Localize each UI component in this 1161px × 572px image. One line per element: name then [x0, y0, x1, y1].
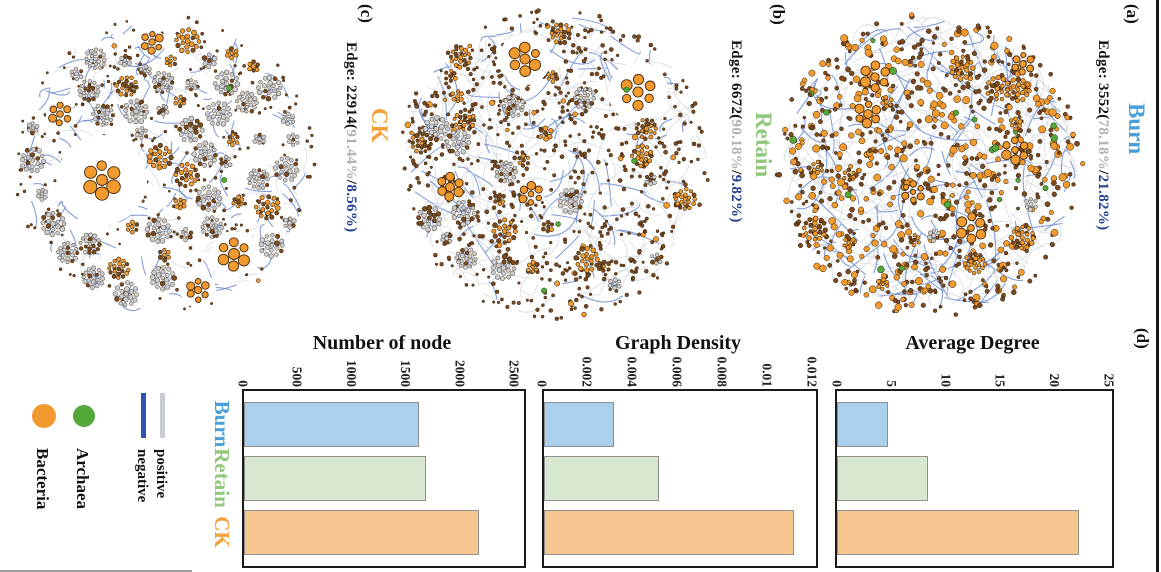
pct-separator: / — [343, 179, 359, 185]
edge-prefix: Edge: 6672( — [728, 40, 744, 120]
positive-pct: 91.44% — [343, 129, 359, 180]
panel-label-c: (c) — [357, 4, 376, 23]
axis-tick-label: 0 — [534, 380, 550, 387]
axis-tick-label: 0 — [829, 380, 845, 387]
negative-pct: 21.82%) — [1095, 174, 1111, 231]
axis-tick-label: 0.01 — [759, 363, 775, 387]
axis-tick-label: 25 — [1101, 373, 1117, 388]
legend-label-bacteria: Bacteria — [33, 448, 52, 510]
panel-title-ck: CK — [367, 108, 392, 143]
pct-separator: / — [1095, 170, 1111, 175]
edge-stats-c: Edge: 22914(91.44%/8.56%) — [343, 42, 359, 233]
panel-label-b: (b) — [769, 4, 788, 25]
negative-pct: 8.56%) — [343, 184, 359, 233]
axis-tick-label: 10 — [938, 373, 954, 388]
legend-label-archaea: Archaea — [73, 448, 92, 510]
edge-stats-b: Edge: 6672(90.18%/9.82%) — [728, 40, 744, 223]
pct-separator: / — [728, 170, 744, 175]
negative-pct: 9.82%) — [728, 174, 744, 223]
panel-title-burn: Burn — [1124, 103, 1149, 155]
edge-prefix: Edge: 3552( — [1095, 40, 1111, 120]
chart-title: Graph Density — [614, 332, 742, 354]
bar-ck — [837, 510, 1080, 555]
axis-tick-label: 1000 — [343, 360, 359, 387]
axis-tick-label: 20 — [1047, 373, 1063, 388]
edge-prefix: Edge: 22914( — [343, 42, 359, 130]
bar-ck — [244, 510, 480, 555]
axis-tick-label: 0.006 — [669, 356, 685, 387]
legend-label-negative: negative — [134, 449, 150, 503]
axis-tick-label: 2500 — [506, 360, 522, 387]
network-panel-burn — [774, 12, 1086, 317]
positive-pct: 78.18% — [1095, 119, 1111, 171]
row-label-ck: CK — [210, 516, 234, 548]
axis-tick-label: 5 — [883, 380, 899, 387]
chart-title: Average Degree — [905, 332, 1040, 354]
bar-retain — [244, 456, 426, 501]
axis-tick-label: 0.004 — [624, 356, 640, 387]
edge-stats-a: Edge: 3552(78.18%/21.82%) — [1095, 40, 1111, 231]
axis-tick-label: 0.012 — [804, 356, 820, 387]
axis-tick-label: 500 — [289, 366, 305, 387]
chart-title: Number of node — [312, 332, 452, 354]
positive-pct: 90.18% — [728, 119, 744, 171]
bacteria-swatch-icon — [32, 404, 56, 428]
axis-tick-label: 2000 — [452, 360, 468, 387]
negative-edge-swatch-icon — [141, 393, 146, 438]
bar-retain — [837, 456, 929, 501]
bar-burn — [244, 402, 420, 447]
panel-title-retain: Retain — [751, 112, 776, 178]
page-edge-line — [0, 570, 192, 572]
axis-tick-label: 1500 — [398, 360, 414, 387]
archaea-swatch-icon — [73, 405, 95, 427]
panel-label-a: (a) — [1123, 4, 1142, 24]
bar-ck — [544, 510, 794, 555]
positive-edge-swatch-icon — [160, 393, 165, 438]
panel-label-d: (d) — [1133, 328, 1152, 349]
axis-tick-label: 15 — [992, 373, 1008, 388]
row-label-retain: Retain — [210, 448, 234, 508]
page-edge-line — [1156, 0, 1159, 572]
bar-burn — [544, 402, 614, 447]
bar-retain — [544, 456, 659, 501]
row-label-burn: Burn — [210, 400, 234, 448]
legend-label-positive: positive — [153, 449, 169, 499]
axis-tick-label: 0 — [235, 380, 251, 387]
bar-burn — [837, 402, 888, 447]
axis-tick-label: 0.002 — [579, 356, 595, 387]
axis-tick-label: 0.008 — [714, 356, 730, 387]
network-panel-ck — [15, 15, 317, 312]
network-panel-retain — [401, 8, 710, 321]
